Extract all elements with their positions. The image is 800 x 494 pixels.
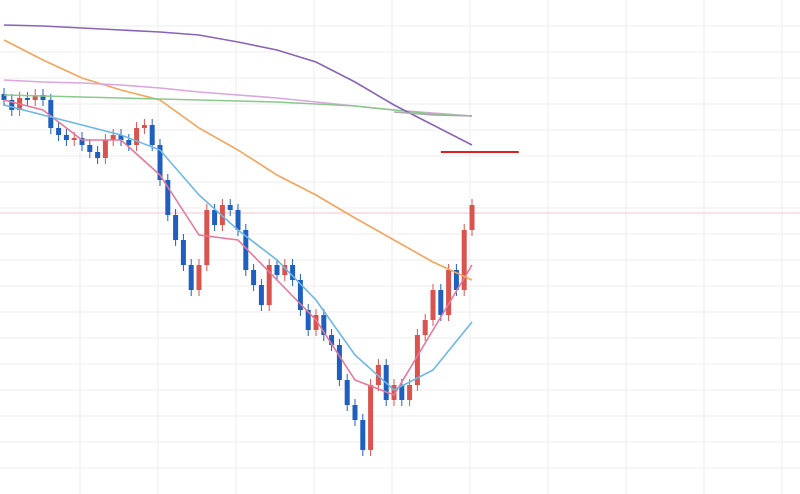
candle-body bbox=[118, 135, 124, 140]
candle-body bbox=[344, 380, 350, 405]
candle-body bbox=[212, 210, 218, 225]
candle-body bbox=[40, 95, 46, 100]
candle-body bbox=[391, 385, 397, 400]
candle-body bbox=[141, 125, 147, 128]
candle-body bbox=[227, 205, 233, 210]
candle-body bbox=[297, 280, 303, 310]
candle-body bbox=[321, 315, 327, 335]
candle-body bbox=[9, 100, 15, 110]
candle-body bbox=[149, 125, 155, 145]
moving-average-line bbox=[3, 39, 473, 281]
candle-body bbox=[258, 285, 264, 305]
candle-body bbox=[305, 310, 311, 330]
candle-body bbox=[24, 98, 30, 100]
moving-average-line bbox=[3, 104, 473, 391]
candle-body bbox=[461, 230, 467, 290]
candle-body bbox=[414, 335, 420, 385]
candle-body bbox=[134, 128, 140, 145]
candle-body bbox=[180, 240, 186, 265]
candle-body bbox=[329, 335, 335, 345]
candle-body bbox=[446, 270, 452, 315]
candle-body bbox=[56, 128, 62, 135]
candle-body bbox=[352, 405, 358, 420]
candle-body bbox=[399, 385, 405, 400]
candle-body bbox=[48, 100, 54, 128]
candle-body bbox=[102, 140, 108, 158]
candle-body bbox=[126, 140, 132, 145]
candle-body bbox=[243, 230, 249, 270]
candle-body bbox=[71, 138, 77, 140]
candle-body bbox=[274, 265, 280, 275]
moving-average-line bbox=[3, 24, 473, 146]
candle-body bbox=[469, 205, 475, 230]
candle-body bbox=[266, 265, 272, 305]
moving-average-line bbox=[393, 111, 473, 117]
candle-body bbox=[95, 152, 101, 158]
candle-body bbox=[173, 215, 179, 240]
candle-body bbox=[204, 210, 210, 265]
candle-body bbox=[165, 180, 171, 215]
candle-body bbox=[360, 420, 366, 450]
candle-body bbox=[251, 270, 257, 285]
candle-body bbox=[282, 265, 288, 275]
candle-body bbox=[32, 95, 38, 100]
candle-body bbox=[110, 135, 116, 140]
candle-body bbox=[87, 145, 93, 152]
candle-body bbox=[188, 265, 194, 290]
candle-body bbox=[407, 385, 413, 400]
candle-body bbox=[79, 138, 85, 145]
candle-body bbox=[313, 315, 319, 330]
candle-body bbox=[290, 265, 296, 280]
candle-body bbox=[422, 320, 428, 335]
candle-body bbox=[235, 210, 241, 230]
moving-average-line bbox=[3, 94, 473, 117]
candle-body bbox=[368, 385, 374, 450]
candle-body bbox=[453, 270, 459, 290]
candle-body bbox=[430, 290, 436, 320]
candle-body bbox=[438, 290, 444, 315]
candle-body bbox=[196, 265, 202, 290]
candle-body bbox=[1, 94, 7, 100]
candle-body bbox=[157, 145, 163, 180]
candle-body bbox=[63, 135, 69, 140]
candle-body bbox=[336, 345, 342, 380]
moving-average-line bbox=[3, 99, 473, 396]
